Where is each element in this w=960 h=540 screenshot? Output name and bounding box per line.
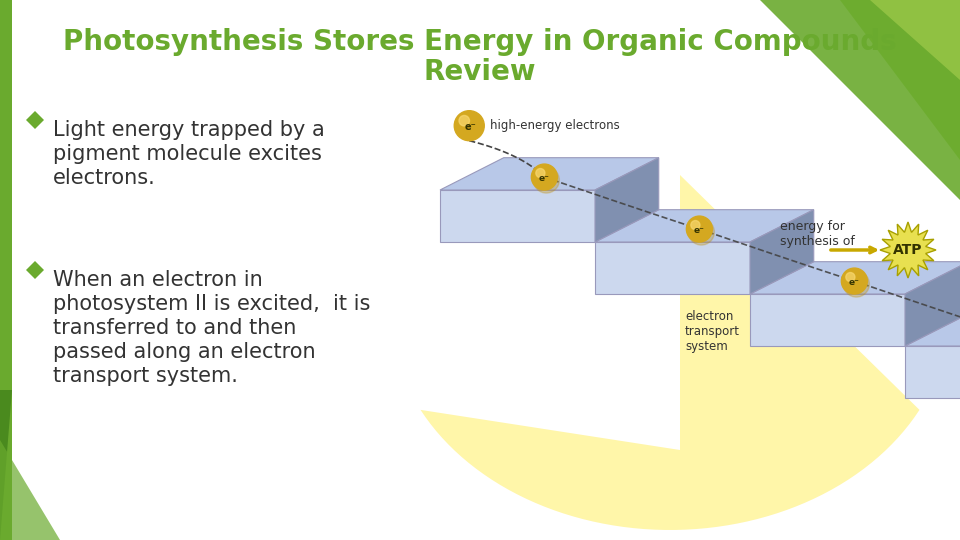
- Polygon shape: [595, 242, 750, 294]
- Polygon shape: [750, 210, 814, 294]
- Polygon shape: [420, 175, 920, 530]
- Circle shape: [691, 220, 700, 230]
- Circle shape: [688, 219, 714, 245]
- Polygon shape: [595, 158, 659, 242]
- Text: When an electron in: When an electron in: [53, 270, 263, 290]
- Text: e⁻: e⁻: [465, 122, 476, 132]
- Text: electron
transport
system: electron transport system: [685, 309, 740, 353]
- Polygon shape: [750, 294, 905, 346]
- Circle shape: [459, 116, 469, 126]
- Circle shape: [844, 271, 870, 297]
- Polygon shape: [880, 222, 936, 278]
- Polygon shape: [26, 111, 44, 129]
- Circle shape: [686, 216, 712, 242]
- Text: transferred to and then: transferred to and then: [53, 318, 297, 338]
- Text: e⁻: e⁻: [849, 278, 860, 287]
- Polygon shape: [760, 0, 960, 200]
- Text: Light energy trapped by a: Light energy trapped by a: [53, 120, 324, 140]
- Text: electrons.: electrons.: [53, 168, 156, 188]
- Circle shape: [532, 164, 558, 190]
- Polygon shape: [870, 0, 960, 80]
- Polygon shape: [440, 190, 595, 242]
- Text: photosystem II is excited,  it is: photosystem II is excited, it is: [53, 294, 371, 314]
- Text: Photosynthesis Stores Energy in Organic Compounds: Photosynthesis Stores Energy in Organic …: [63, 28, 897, 56]
- Polygon shape: [905, 262, 960, 346]
- Circle shape: [846, 273, 855, 282]
- Circle shape: [534, 167, 560, 193]
- Text: transport system.: transport system.: [53, 366, 238, 386]
- Polygon shape: [905, 314, 960, 346]
- Text: high-energy electrons: high-energy electrons: [491, 119, 620, 132]
- Polygon shape: [0, 390, 12, 540]
- Text: e⁻: e⁻: [694, 226, 705, 234]
- Bar: [0, 0, 12, 540]
- Circle shape: [841, 268, 868, 294]
- Polygon shape: [0, 440, 60, 540]
- Text: ATP: ATP: [893, 243, 923, 257]
- Text: Review: Review: [423, 58, 537, 86]
- Text: e⁻: e⁻: [539, 173, 550, 183]
- Polygon shape: [595, 210, 814, 242]
- Polygon shape: [750, 262, 960, 294]
- Circle shape: [454, 111, 484, 141]
- Circle shape: [536, 168, 545, 178]
- Polygon shape: [26, 261, 44, 279]
- Text: pigment molecule excites: pigment molecule excites: [53, 144, 322, 164]
- Polygon shape: [440, 158, 659, 190]
- Text: passed along an electron: passed along an electron: [53, 342, 316, 362]
- Polygon shape: [905, 346, 960, 398]
- Polygon shape: [840, 0, 960, 160]
- Text: energy for
synthesis of: energy for synthesis of: [780, 220, 854, 248]
